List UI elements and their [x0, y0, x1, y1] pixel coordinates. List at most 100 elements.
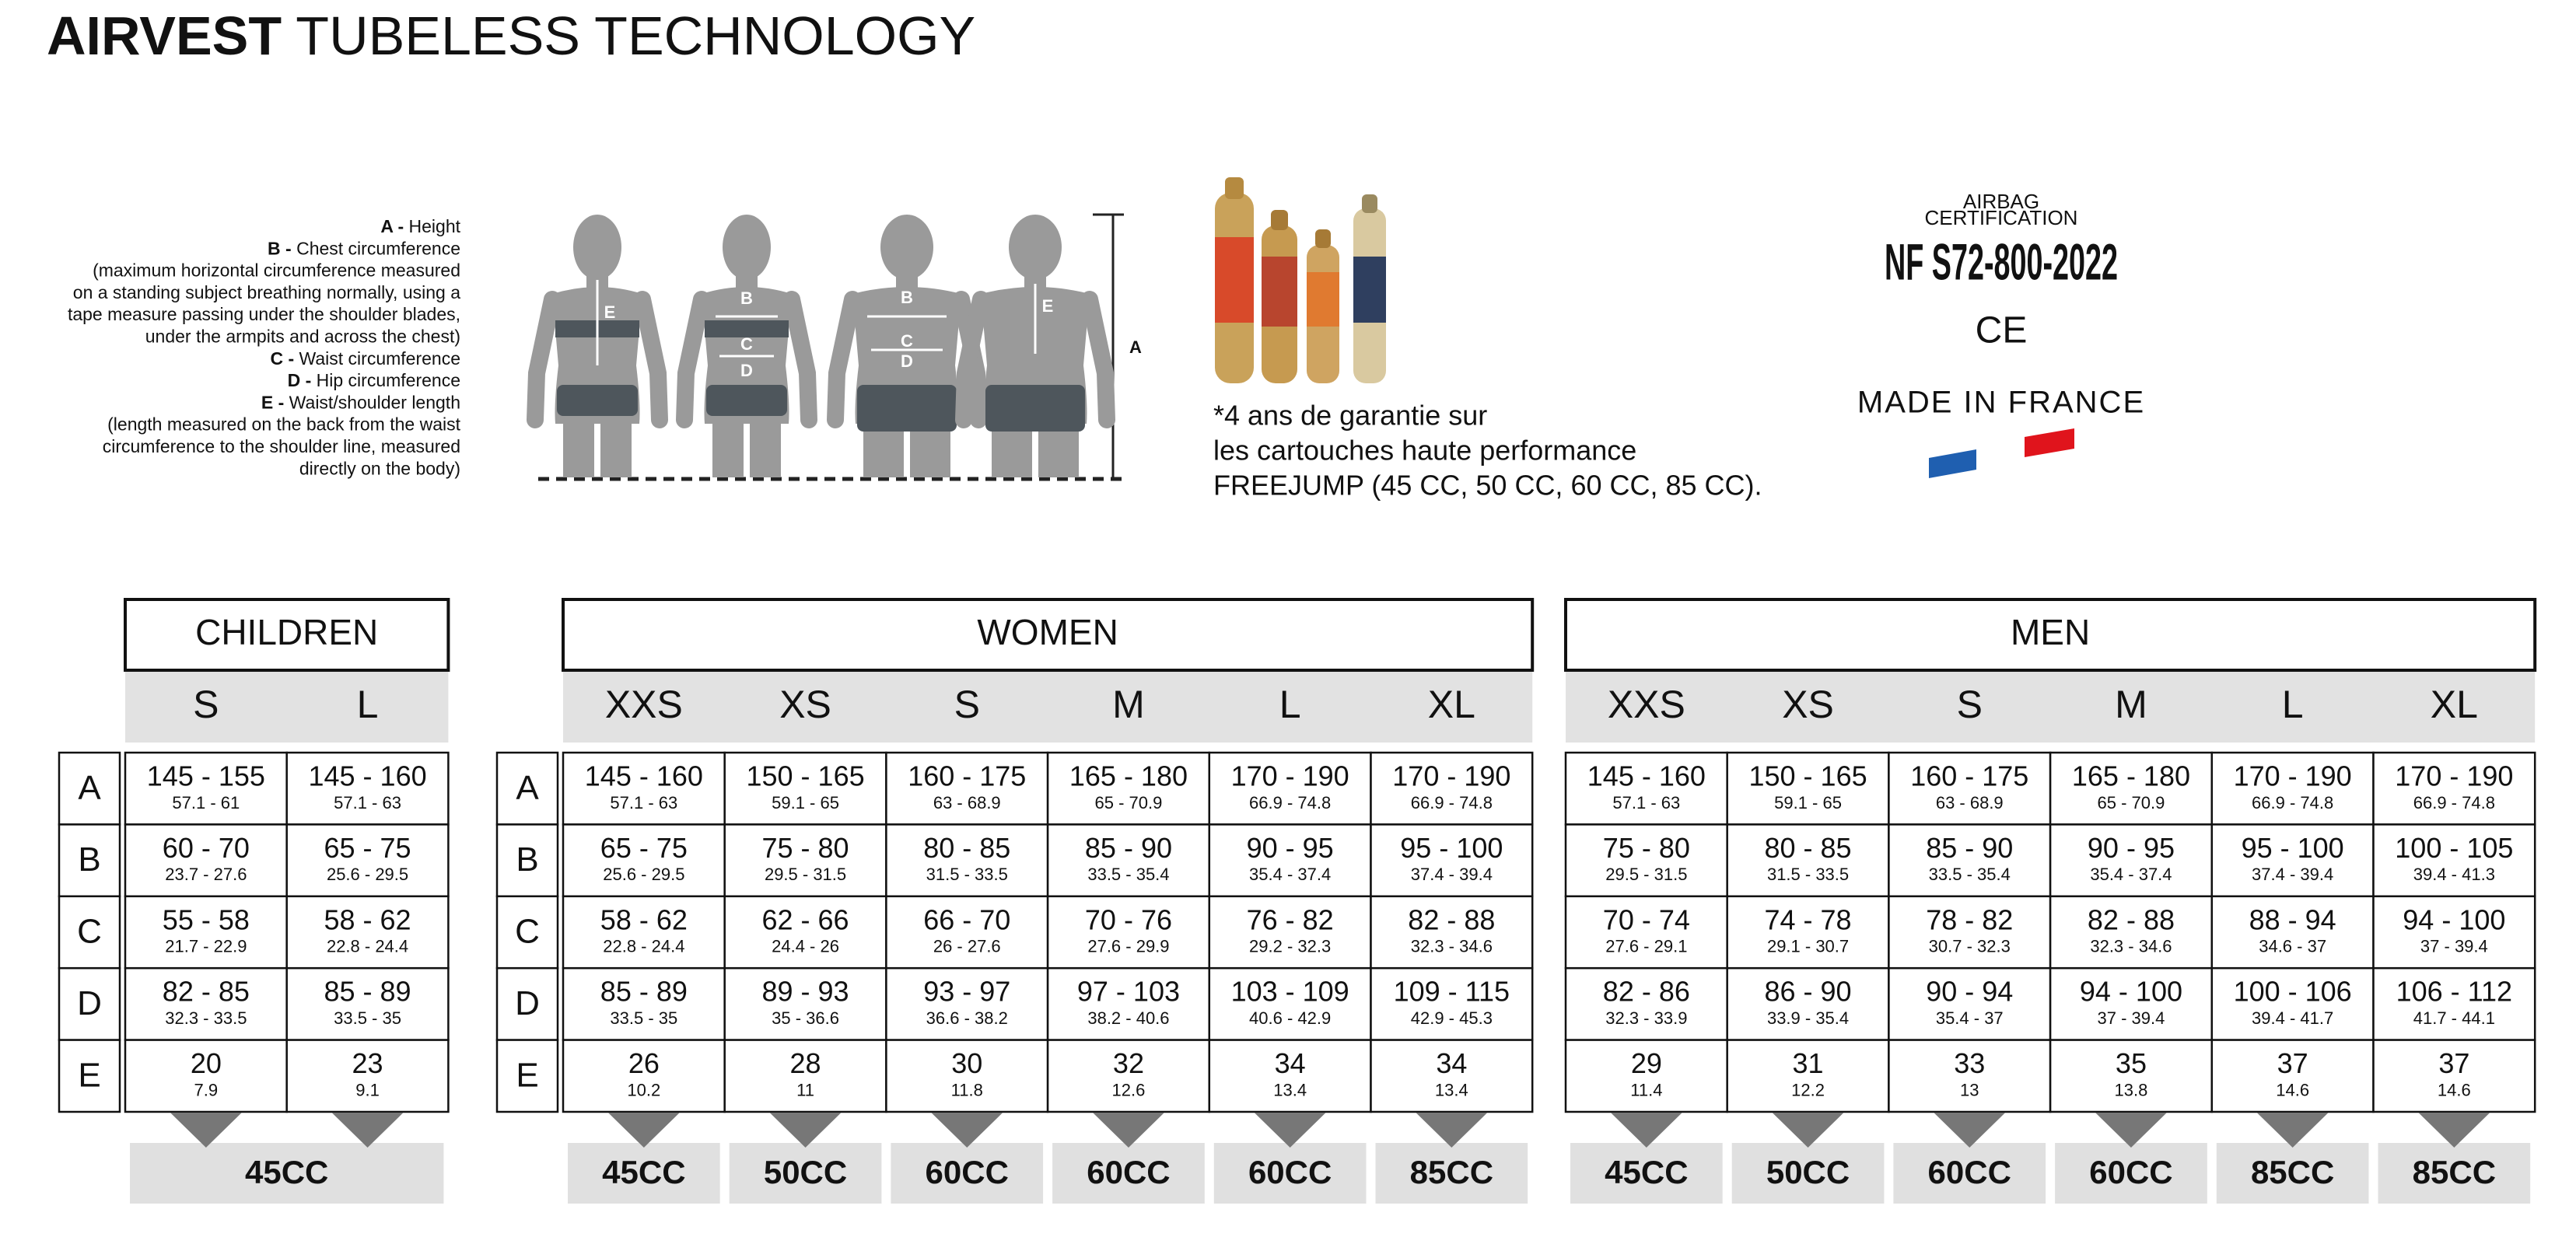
legend-line: E - Waist/shoulder length [261, 392, 460, 412]
arrow [2418, 1113, 2490, 1148]
cell-cm: 160 - 175 [908, 760, 1026, 792]
cell [1370, 1039, 1534, 1113]
legend-text: (maximum horizontal circumference measur… [93, 260, 460, 281]
cell-cm: 85 - 89 [324, 976, 411, 1008]
arrow [1610, 1113, 1682, 1148]
size-label: XS [779, 683, 831, 726]
arm [527, 291, 561, 428]
cell-inch: 29.2 - 32.3 [1249, 937, 1331, 956]
cell-inch: 11.8 [951, 1080, 983, 1099]
cell [2210, 895, 2375, 970]
cartridge-label: 60CC [1248, 1154, 1332, 1190]
cell-cm: 170 - 190 [1231, 760, 1349, 792]
cell-cm: 170 - 190 [2234, 760, 2352, 792]
cell-cm: 78 - 82 [1926, 903, 2013, 935]
cell-inch: 65 - 70.9 [2098, 793, 2165, 812]
cell [124, 823, 288, 898]
cell-inch: 25.6 - 29.5 [327, 865, 408, 884]
group-name: MEN [2011, 612, 2090, 652]
cell-inch: 31.5 - 33.5 [926, 865, 1008, 884]
cell [285, 823, 450, 898]
cell-cm: 26 [628, 1047, 660, 1079]
briefs [857, 385, 957, 432]
cell-cm: 90 - 95 [1247, 832, 1334, 864]
cell-inch: 29.5 - 31.5 [1605, 865, 1687, 884]
cell-cm: 94 - 100 [2080, 976, 2182, 1008]
legend-text: under the armpits and across the chest) [145, 327, 460, 347]
cartridge-note: FREEJUMP (45 CC, 50 CC, 60 CC, 85 CC). [1213, 470, 1762, 501]
cartridge-box [2216, 1143, 2369, 1204]
cell-cm: 28 [790, 1047, 821, 1079]
cell-inch: 12.2 [1791, 1080, 1825, 1099]
cartridge-label: 60CC [2089, 1154, 2172, 1190]
cell-inch: 23.7 - 27.6 [165, 865, 247, 884]
flag-blue [1929, 449, 1976, 478]
cell-inch: 39.4 - 41.7 [2252, 1008, 2333, 1028]
cell-cm: 62 - 66 [762, 903, 849, 935]
arrow [1254, 1113, 1326, 1148]
arm [827, 291, 861, 428]
size-label: XS [1782, 683, 1834, 726]
cell-inch: 12.6 [1112, 1080, 1146, 1099]
row-label-box [495, 1039, 559, 1113]
cell-cm: 170 - 190 [1392, 760, 1510, 792]
cell-inch: 40.6 - 42.9 [1249, 1008, 1331, 1028]
cell [1370, 966, 1534, 1041]
cell-cm: 31 [1793, 1047, 1824, 1079]
cell [1888, 966, 2052, 1041]
cell-inch: 66.9 - 74.8 [2252, 793, 2333, 812]
arrow [1416, 1113, 1488, 1148]
cell-inch: 32.3 - 34.6 [2090, 937, 2172, 956]
cell-cm: 85 - 90 [1085, 832, 1172, 864]
cartridge-box [891, 1143, 1044, 1204]
cert-line: CERTIFICATION [1925, 206, 2078, 229]
cartridge-box [1375, 1143, 1528, 1204]
row-label: A [78, 769, 101, 807]
arrow [1772, 1113, 1844, 1148]
cell [2372, 1039, 2536, 1113]
cell-cm: 58 - 62 [324, 903, 411, 935]
cell-inch: 32.3 - 34.6 [1411, 937, 1493, 956]
leg [712, 420, 744, 477]
cell [2210, 751, 2375, 826]
legend-text: (length measured on the back from the wa… [107, 414, 460, 435]
cell-inch: 22.8 - 24.4 [603, 937, 684, 956]
arm [955, 291, 989, 428]
cell [562, 895, 726, 970]
cell-cm: 65 - 75 [324, 832, 411, 864]
cell [885, 1039, 1049, 1113]
row-label: B [516, 840, 538, 879]
row-label-box [495, 895, 559, 970]
cell [1370, 823, 1534, 898]
cell [1046, 823, 1211, 898]
legend-line: circumference to the shoulder line, meas… [103, 436, 460, 456]
top [705, 320, 789, 337]
leg [600, 420, 632, 477]
cert-line: AIRBAG [1963, 190, 2039, 213]
cell-inch: 30.7 - 32.3 [1929, 937, 2011, 956]
cell-inch: 33.5 - 35.4 [1929, 865, 2011, 884]
legend-line: directly on the body) [299, 458, 460, 478]
cell-inch: 57.1 - 61 [172, 793, 240, 812]
title-bold: AIRVEST [47, 5, 282, 66]
size-label: L [2282, 683, 2304, 726]
cell-cm: 70 - 76 [1085, 903, 1172, 935]
legend-text: Hip circumference [311, 370, 460, 390]
legend-text: circumference to the shoulder line, meas… [103, 436, 460, 456]
legend-text: Height [404, 216, 460, 236]
row-label: E [516, 1056, 538, 1094]
arm [783, 291, 817, 428]
cell-inch: 24.4 - 26 [772, 937, 839, 956]
size-label: S [954, 683, 980, 726]
cell [1208, 895, 1372, 970]
row-label: A [516, 769, 539, 807]
cell [1726, 823, 1890, 898]
diagram-letter: E [1042, 296, 1054, 316]
arrow [769, 1113, 842, 1148]
row-label: D [77, 984, 102, 1022]
cell-cm: 145 - 160 [1587, 760, 1706, 792]
cell-cm: 82 - 88 [1408, 903, 1495, 935]
size-label: S [1957, 683, 1983, 726]
cell-cm: 97 - 103 [1077, 976, 1180, 1008]
